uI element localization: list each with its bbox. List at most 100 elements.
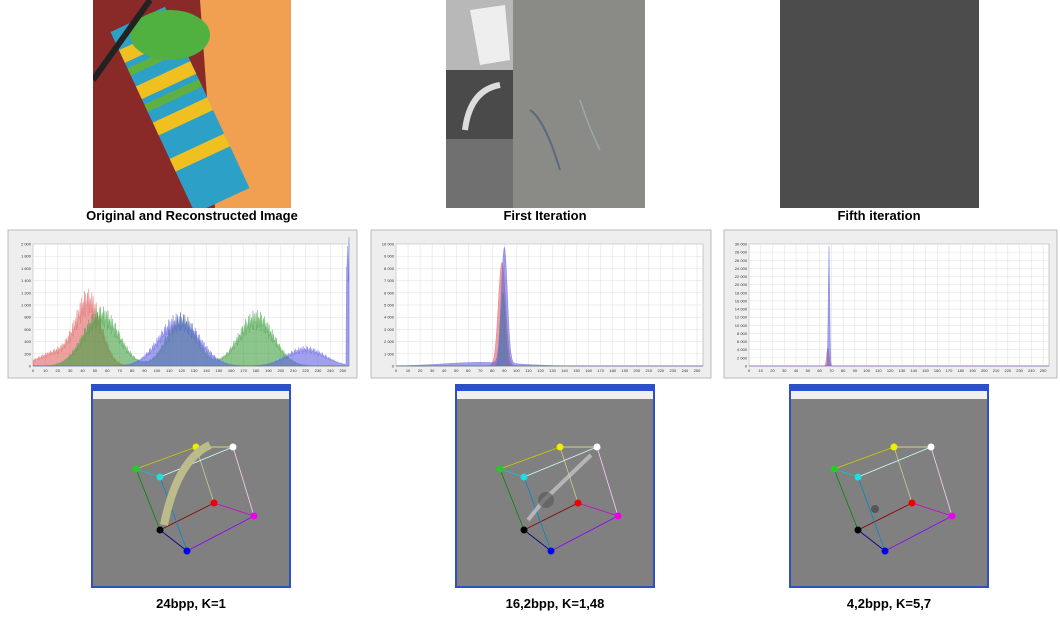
x-tick-label: 250 xyxy=(339,368,346,373)
first-iteration-image xyxy=(446,0,645,208)
x-tick-label: 10 xyxy=(406,368,411,373)
x-tick-label: 30 xyxy=(430,368,435,373)
y-tick-label: 1 800 xyxy=(21,254,32,259)
x-tick-label: 130 xyxy=(899,368,906,373)
cube-vertex xyxy=(855,474,862,481)
x-tick-label: 70 xyxy=(118,368,123,373)
y-tick-label: 8 000 xyxy=(737,331,748,336)
cube-vertex xyxy=(909,500,916,507)
y-tick-label: 16 000 xyxy=(735,298,748,303)
x-tick-label: 190 xyxy=(265,368,272,373)
x-tick-label: 20 xyxy=(418,368,423,373)
cube-vertex xyxy=(521,474,528,481)
y-tick-label: 22 000 xyxy=(735,274,748,279)
y-tick-label: 1 000 xyxy=(384,351,395,356)
x-tick-label: 140 xyxy=(203,368,210,373)
y-tick-label: 5 000 xyxy=(384,303,395,308)
cube-vertex xyxy=(891,444,898,451)
caption: 24bpp, K=1 xyxy=(156,596,226,611)
x-tick-label: 190 xyxy=(969,368,976,373)
caption: 16,2bpp, K=1,48 xyxy=(506,596,605,611)
y-tick-label: 10 000 xyxy=(735,323,748,328)
x-tick-label: 80 xyxy=(841,368,846,373)
x-tick-label: 200 xyxy=(633,368,640,373)
caption: Original and Reconstructed Image xyxy=(86,208,298,223)
color-cloud xyxy=(871,505,879,513)
cube-vertex xyxy=(157,474,164,481)
x-tick-label: 180 xyxy=(253,368,260,373)
x-tick-label: 20 xyxy=(770,368,775,373)
caption: 4,2bpp, K=5,7 xyxy=(847,596,931,611)
x-tick-label: 240 xyxy=(1028,368,1035,373)
x-tick-label: 120 xyxy=(178,368,185,373)
x-tick-label: 220 xyxy=(658,368,665,373)
y-tick-label: 12 000 xyxy=(735,315,748,320)
x-tick-label: 10 xyxy=(759,368,764,373)
menu-bar xyxy=(93,391,289,399)
x-tick-label: 250 xyxy=(1040,368,1047,373)
y-tick-label: 3 000 xyxy=(384,327,395,332)
x-tick-label: 160 xyxy=(585,368,592,373)
window xyxy=(92,385,290,587)
x-tick-label: 40 xyxy=(80,368,85,373)
y-tick-label: 20 000 xyxy=(735,282,748,287)
y-tick-label: 30 000 xyxy=(735,242,748,247)
cube-vertex xyxy=(157,527,164,534)
x-tick-label: 70 xyxy=(829,368,834,373)
window xyxy=(790,385,988,587)
y-tick-label: 1 600 xyxy=(21,266,32,271)
x-tick-label: 140 xyxy=(561,368,568,373)
y-tick-label: 800 xyxy=(24,315,31,320)
y-tick-label: 1 200 xyxy=(21,290,32,295)
x-tick-label: 90 xyxy=(853,368,858,373)
y-tick-label: 2 000 xyxy=(384,339,395,344)
y-tick-label: 200 xyxy=(24,351,31,356)
y-tick-label: 600 xyxy=(24,327,31,332)
x-tick-label: 220 xyxy=(302,368,309,373)
x-tick-label: 170 xyxy=(240,368,247,373)
x-tick-label: 210 xyxy=(290,368,297,373)
x-tick-label: 80 xyxy=(490,368,495,373)
x-tick-label: 180 xyxy=(609,368,616,373)
x-tick-label: 150 xyxy=(573,368,580,373)
x-tick-label: 120 xyxy=(537,368,544,373)
cube-vertex xyxy=(855,527,862,534)
y-tick-label: 28 000 xyxy=(735,250,748,255)
x-tick-label: 110 xyxy=(875,368,882,373)
figure: Original and Reconstructed Image 24bpp, K… xyxy=(0,0,1060,619)
x-tick-label: 140 xyxy=(910,368,917,373)
cube-vertex xyxy=(831,466,838,473)
y-tick-label: 1 000 xyxy=(21,303,32,308)
x-tick-label: 160 xyxy=(934,368,941,373)
plot-area xyxy=(749,244,1049,366)
x-tick-label: 30 xyxy=(68,368,73,373)
caption: Fifth iteration xyxy=(837,208,920,223)
menu-bar xyxy=(457,391,653,399)
x-tick-label: 90 xyxy=(502,368,507,373)
x-tick-label: 130 xyxy=(549,368,556,373)
y-tick-label: 2 000 xyxy=(21,242,32,247)
x-tick-label: 240 xyxy=(682,368,689,373)
x-tick-label: 40 xyxy=(794,368,799,373)
x-tick-label: 60 xyxy=(105,368,110,373)
x-tick-label: 60 xyxy=(817,368,822,373)
cube-vertex xyxy=(521,527,528,534)
y-tick-label: 24 000 xyxy=(735,266,748,271)
original-image xyxy=(93,0,291,213)
x-tick-label: 200 xyxy=(981,368,988,373)
cube-vertex xyxy=(133,466,140,473)
x-tick-label: 50 xyxy=(454,368,459,373)
y-tick-label: 26 000 xyxy=(735,258,748,263)
window xyxy=(456,385,654,587)
x-tick-label: 10 xyxy=(43,368,48,373)
cube-vertex xyxy=(594,444,601,451)
x-tick-label: 160 xyxy=(228,368,235,373)
cube-vertex xyxy=(882,548,889,555)
x-tick-label: 70 xyxy=(478,368,483,373)
x-tick-label: 230 xyxy=(1016,368,1023,373)
y-tick-label: 9 000 xyxy=(384,254,395,259)
y-tick-label: 6 000 xyxy=(737,339,748,344)
x-tick-label: 170 xyxy=(597,368,604,373)
x-tick-label: 110 xyxy=(166,368,173,373)
caption: First Iteration xyxy=(503,208,586,223)
